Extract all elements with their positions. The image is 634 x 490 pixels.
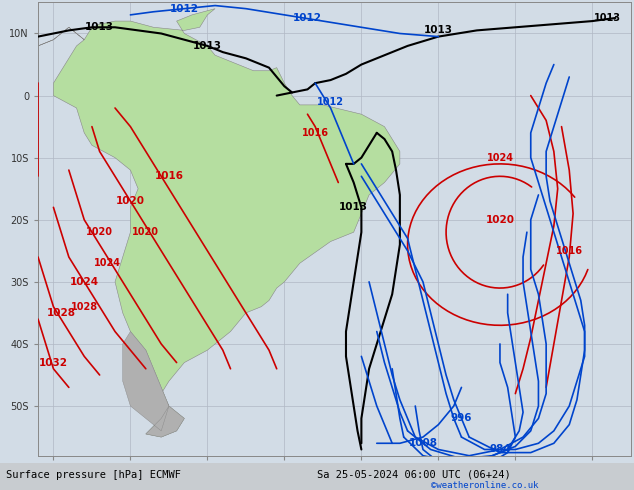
Text: 1024: 1024 bbox=[70, 277, 99, 287]
Text: 1016: 1016 bbox=[302, 128, 328, 138]
Text: Sa 25-05-2024 06:00 UTC (06+24): Sa 25-05-2024 06:00 UTC (06+24) bbox=[317, 470, 511, 480]
Text: 1016: 1016 bbox=[556, 246, 583, 256]
Text: 996: 996 bbox=[451, 414, 472, 423]
Text: 1020: 1020 bbox=[133, 227, 159, 237]
Text: 1012: 1012 bbox=[170, 3, 199, 14]
Text: 1028: 1028 bbox=[47, 308, 75, 318]
Text: Surface pressure [hPa] ECMWF: Surface pressure [hPa] ECMWF bbox=[6, 470, 181, 480]
Text: 1024: 1024 bbox=[94, 258, 121, 268]
Text: 1008: 1008 bbox=[408, 438, 437, 448]
Text: 1013: 1013 bbox=[85, 22, 114, 32]
Text: 984: 984 bbox=[489, 444, 511, 455]
Text: 1020: 1020 bbox=[86, 227, 113, 237]
Polygon shape bbox=[123, 332, 184, 437]
Text: 1012: 1012 bbox=[293, 13, 322, 23]
Text: 1013: 1013 bbox=[193, 41, 222, 51]
Polygon shape bbox=[38, 9, 400, 437]
Text: 1032: 1032 bbox=[39, 358, 68, 368]
Text: 1016: 1016 bbox=[155, 172, 183, 181]
Text: 1013: 1013 bbox=[594, 13, 621, 23]
Text: 1020: 1020 bbox=[486, 215, 514, 225]
Text: 1013: 1013 bbox=[424, 25, 453, 35]
Text: ©weatheronline.co.uk: ©weatheronline.co.uk bbox=[431, 481, 539, 490]
Text: 1024: 1024 bbox=[486, 153, 514, 163]
Text: 1020: 1020 bbox=[116, 196, 145, 206]
Text: 1013: 1013 bbox=[339, 202, 368, 212]
Text: 1012: 1012 bbox=[317, 97, 344, 107]
Text: 1028: 1028 bbox=[70, 302, 98, 312]
